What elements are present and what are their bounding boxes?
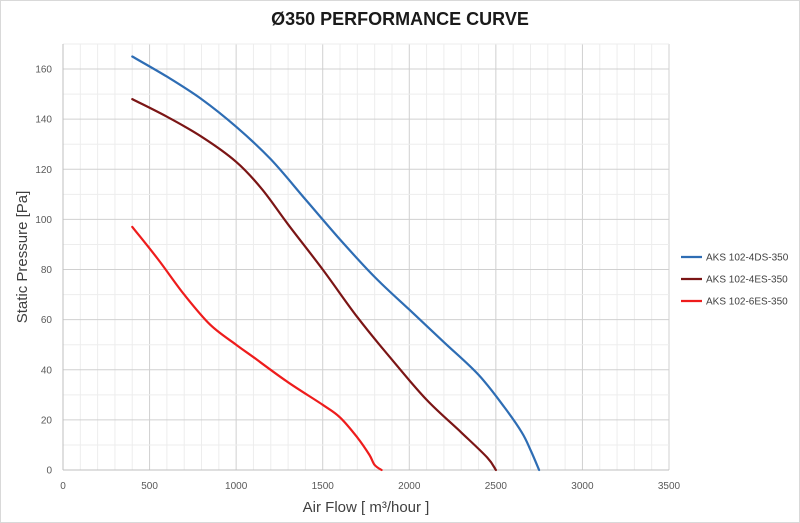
- x-tick-label: 1000: [225, 481, 248, 492]
- series-line-aks-102-4es-350: [131, 98, 497, 472]
- x-tick-label: 1500: [312, 481, 335, 492]
- legend-label: AKS 102-4DS-350: [706, 253, 789, 264]
- x-tick-label: 2500: [485, 481, 508, 492]
- grid-lines: [62, 43, 670, 471]
- y-tick-label: 120: [35, 165, 52, 176]
- x-tick-labels: 0 500 1000 1500 2000 2500 3000 3500: [60, 481, 680, 492]
- y-tick-label: 40: [41, 365, 53, 376]
- legend: AKS 102-4DS-350 AKS 102-4ES-350 AKS 102-6E…: [681, 253, 789, 308]
- y-tick-label: 80: [41, 265, 53, 276]
- chart-title: Ø350 PERFORMANCE CURVE: [271, 9, 529, 29]
- y-tick-labels: 0 20 40 60 80 100 120 140 160: [35, 65, 52, 477]
- y-tick-label: 160: [35, 65, 52, 76]
- y-tick-label: 140: [35, 115, 52, 126]
- y-tick-label: 100: [35, 215, 52, 226]
- x-tick-label: 3000: [571, 481, 594, 492]
- series-lines: [131, 55, 541, 472]
- x-tick-label: 500: [141, 481, 158, 492]
- series-line-aks-102-6es-350: [131, 225, 383, 472]
- x-tick-label: 3500: [658, 481, 681, 492]
- x-axis-label: Air Flow [ m³/hour ]: [303, 499, 430, 516]
- y-tick-label: 60: [41, 315, 53, 326]
- x-tick-label: 0: [60, 481, 66, 492]
- legend-label: AKS 102-4ES-350: [706, 275, 788, 286]
- x-tick-label: 2000: [398, 481, 421, 492]
- series-line-aks-102-4ds-350: [131, 55, 541, 472]
- y-axis-label: Static Pressure [Pa]: [14, 191, 31, 324]
- y-tick-label: 20: [41, 415, 53, 426]
- y-tick-label: 0: [46, 466, 52, 477]
- legend-label: AKS 102-6ES-350: [706, 297, 788, 308]
